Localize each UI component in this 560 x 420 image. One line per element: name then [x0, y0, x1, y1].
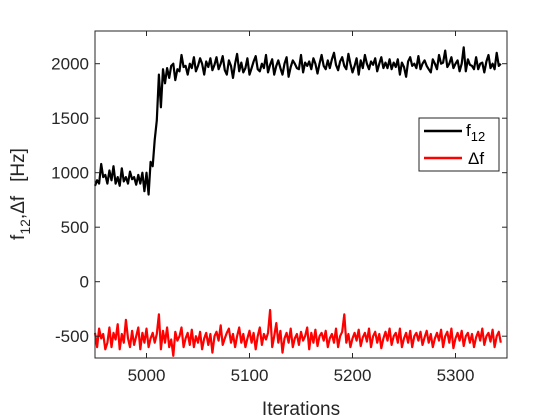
y-tick-label: 0: [80, 273, 89, 292]
y-tick-label: 500: [61, 218, 89, 237]
svg-text:f12,Δf[Hz]: f12,Δf [Hz]: [8, 148, 33, 240]
x-tick-label: 5000: [128, 366, 166, 385]
y-tick-label: 2000: [51, 55, 89, 74]
x-tick-label: 5200: [334, 366, 372, 385]
legend-label-delta-f: Δf: [468, 149, 484, 168]
y-axis-title-sub: 12: [17, 219, 33, 235]
ticks-layer: 5000 5100 5200 5300 -500 0 500 1000 1500 2000: [51, 31, 507, 385]
series-layer: [93, 46, 502, 357]
series-line-delta-f: [93, 308, 502, 357]
legend-label-f12: f12: [466, 121, 485, 144]
plot-area: [95, 31, 507, 358]
y-axis-title-unit: [Hz]: [8, 148, 29, 182]
axes-layer: [94, 30, 508, 359]
y-tick-label: -500: [55, 327, 89, 346]
x-axis-title: Iterations: [262, 399, 340, 420]
y-axis-title: f12,Δf [Hz]: [8, 148, 33, 240]
y-axis-title-main: f: [8, 234, 29, 240]
y-tick-label: 1000: [51, 164, 89, 183]
y-axis-title-mid: ,Δf: [8, 195, 29, 219]
series-line-f12: [93, 46, 502, 196]
legend-box: [418, 117, 500, 172]
axes-box: [94, 30, 508, 359]
y-tick-label: 1500: [51, 109, 89, 128]
legend: f12 Δf: [418, 117, 500, 172]
x-tick-label: 5100: [231, 366, 269, 385]
x-tick-label: 5300: [437, 366, 475, 385]
